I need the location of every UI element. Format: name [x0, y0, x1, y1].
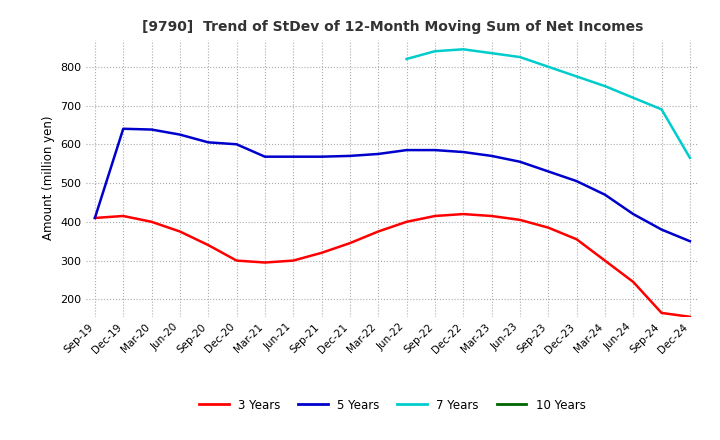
7 Years: [629, 95, 637, 100]
3 Years: [233, 258, 241, 263]
3 Years: [402, 219, 411, 224]
3 Years: [148, 219, 156, 224]
5 Years: [487, 153, 496, 158]
5 Years: [233, 142, 241, 147]
Legend: 3 Years, 5 Years, 7 Years, 10 Years: 3 Years, 5 Years, 7 Years, 10 Years: [194, 394, 590, 416]
7 Years: [657, 107, 666, 112]
Title: [9790]  Trend of StDev of 12-Month Moving Sum of Net Incomes: [9790] Trend of StDev of 12-Month Moving…: [142, 20, 643, 34]
Line: 7 Years: 7 Years: [407, 49, 690, 158]
3 Years: [657, 310, 666, 315]
5 Years: [119, 126, 127, 132]
5 Years: [261, 154, 269, 159]
7 Years: [685, 155, 694, 161]
5 Years: [657, 227, 666, 232]
5 Years: [572, 179, 581, 184]
7 Years: [516, 55, 524, 60]
7 Years: [459, 47, 467, 52]
3 Years: [374, 229, 382, 234]
Line: 5 Years: 5 Years: [95, 129, 690, 241]
3 Years: [289, 258, 297, 263]
Y-axis label: Amount (million yen): Amount (million yen): [42, 116, 55, 240]
3 Years: [629, 279, 637, 285]
3 Years: [600, 258, 609, 263]
3 Years: [119, 213, 127, 219]
5 Years: [431, 147, 439, 153]
5 Years: [176, 132, 184, 137]
5 Years: [685, 238, 694, 244]
7 Years: [600, 84, 609, 89]
5 Years: [459, 150, 467, 155]
5 Years: [148, 127, 156, 132]
3 Years: [487, 213, 496, 219]
5 Years: [544, 169, 552, 174]
7 Years: [544, 64, 552, 70]
3 Years: [91, 215, 99, 220]
5 Years: [374, 151, 382, 157]
5 Years: [204, 139, 212, 145]
3 Years: [544, 225, 552, 230]
3 Years: [346, 241, 354, 246]
7 Years: [487, 51, 496, 56]
3 Years: [431, 213, 439, 219]
5 Years: [289, 154, 297, 159]
7 Years: [572, 74, 581, 79]
5 Years: [516, 159, 524, 165]
5 Years: [346, 153, 354, 158]
Line: 3 Years: 3 Years: [95, 214, 690, 317]
3 Years: [204, 242, 212, 248]
5 Years: [600, 192, 609, 197]
3 Years: [572, 237, 581, 242]
5 Years: [318, 154, 326, 159]
3 Years: [685, 314, 694, 319]
3 Years: [516, 217, 524, 223]
7 Years: [402, 56, 411, 62]
7 Years: [431, 48, 439, 54]
3 Years: [459, 212, 467, 217]
3 Years: [176, 229, 184, 234]
5 Years: [91, 215, 99, 220]
3 Years: [318, 250, 326, 256]
5 Years: [629, 212, 637, 217]
3 Years: [261, 260, 269, 265]
5 Years: [402, 147, 411, 153]
